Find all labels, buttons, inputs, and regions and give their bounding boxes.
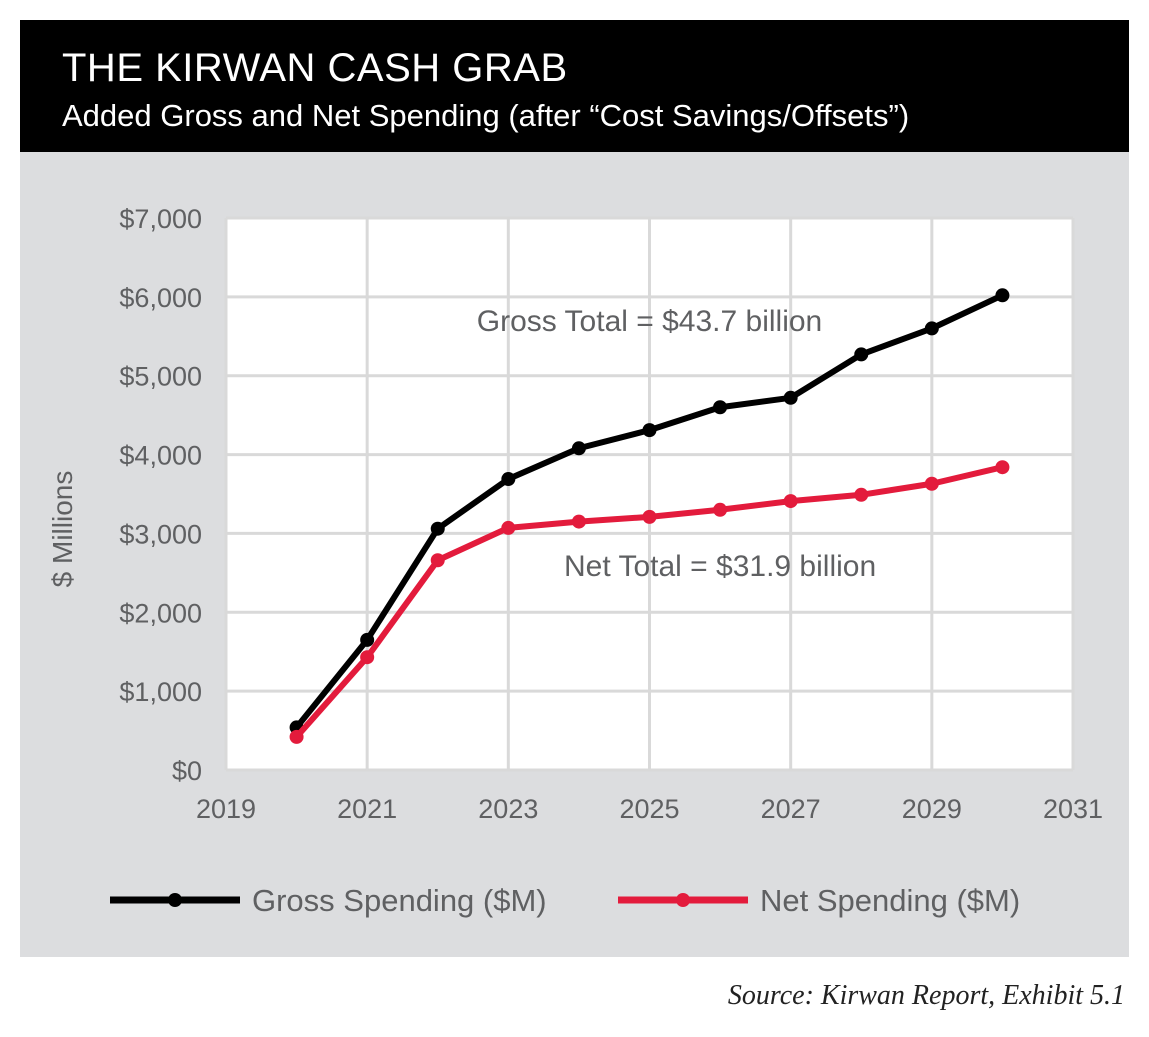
annotation-net-total: Net Total = $31.9 billion (564, 550, 876, 583)
data-point-net (854, 487, 869, 502)
y-axis-label: $ Millions (47, 471, 78, 588)
chart-header: THE KIRWAN CASH GRAB Added Gross and Net… (20, 20, 1129, 152)
y-tick-label: $2,000 (119, 598, 202, 628)
annotation-gross-total: Gross Total = $43.7 billion (477, 305, 822, 338)
data-point-net (360, 650, 375, 665)
data-point-net (501, 520, 516, 535)
y-tick-label: $5,000 (119, 362, 202, 392)
x-tick-label: 2021 (337, 794, 397, 824)
x-tick-label: 2025 (619, 794, 679, 824)
data-point-gross (571, 441, 586, 456)
data-point-net (571, 514, 586, 529)
legend-label-gross: Gross Spending ($M) (252, 883, 547, 918)
legend-label-net: Net Spending ($M) (760, 883, 1020, 918)
x-tick-label: 2031 (1043, 794, 1103, 824)
source-note: Source: Kirwan Report, Exhibit 5.1 (727, 980, 1125, 1011)
y-tick-label: $7,000 (119, 204, 202, 234)
legend-marker-net (676, 893, 690, 907)
y-tick-label: $4,000 (119, 441, 202, 471)
legend-marker-gross (168, 893, 182, 907)
data-point-net (924, 476, 939, 491)
x-tick-label: 2023 (478, 794, 538, 824)
chart-subtitle: Added Gross and Net Spending (after “Cos… (62, 98, 910, 133)
x-tick-label: 2029 (902, 794, 962, 824)
data-point-gross (783, 390, 798, 405)
x-tick-label: 2027 (761, 794, 821, 824)
data-point-gross (501, 472, 516, 487)
data-point-net (430, 553, 445, 568)
data-point-gross (995, 288, 1010, 303)
data-point-gross (642, 423, 657, 438)
y-tick-label: $1,000 (119, 677, 202, 707)
y-tick-label: $0 (172, 756, 202, 786)
data-point-gross (854, 347, 869, 362)
data-point-net (995, 460, 1010, 475)
y-tick-label: $6,000 (119, 283, 202, 313)
data-point-net (783, 494, 798, 509)
chart-title: THE KIRWAN CASH GRAB (62, 46, 568, 90)
data-point-net (289, 729, 304, 744)
data-point-gross (430, 521, 445, 536)
x-tick-label: 2019 (196, 794, 256, 824)
data-point-net (642, 509, 657, 524)
data-point-gross (713, 400, 728, 415)
y-tick-label: $3,000 (119, 519, 202, 549)
data-point-net (713, 502, 728, 517)
data-point-gross (924, 321, 939, 336)
data-point-gross (360, 632, 375, 647)
